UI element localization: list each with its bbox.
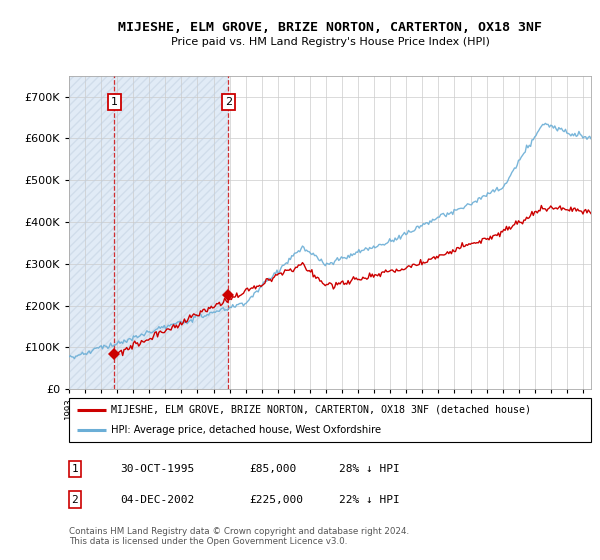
- Text: HPI: Average price, detached house, West Oxfordshire: HPI: Average price, detached house, West…: [111, 425, 381, 435]
- Text: MIJESHE, ELM GROVE, BRIZE NORTON, CARTERTON, OX18 3NF: MIJESHE, ELM GROVE, BRIZE NORTON, CARTER…: [118, 21, 542, 34]
- Text: 1: 1: [71, 464, 79, 474]
- Bar: [69, 76, 229, 389]
- Text: 2: 2: [225, 97, 232, 108]
- Text: Contains HM Land Registry data © Crown copyright and database right 2024.
This d: Contains HM Land Registry data © Crown c…: [69, 526, 409, 546]
- Text: 28% ↓ HPI: 28% ↓ HPI: [339, 464, 400, 474]
- Text: 22% ↓ HPI: 22% ↓ HPI: [339, 494, 400, 505]
- FancyBboxPatch shape: [69, 398, 591, 442]
- Text: MIJESHE, ELM GROVE, BRIZE NORTON, CARTERTON, OX18 3NF (detached house): MIJESHE, ELM GROVE, BRIZE NORTON, CARTER…: [111, 405, 531, 415]
- Text: £85,000: £85,000: [249, 464, 296, 474]
- Text: Price paid vs. HM Land Registry's House Price Index (HPI): Price paid vs. HM Land Registry's House …: [170, 37, 490, 47]
- Bar: [69, 76, 229, 389]
- Text: 04-DEC-2002: 04-DEC-2002: [120, 494, 194, 505]
- Text: £225,000: £225,000: [249, 494, 303, 505]
- Text: 2: 2: [71, 494, 79, 505]
- Text: 30-OCT-1995: 30-OCT-1995: [120, 464, 194, 474]
- Text: 1: 1: [111, 97, 118, 108]
